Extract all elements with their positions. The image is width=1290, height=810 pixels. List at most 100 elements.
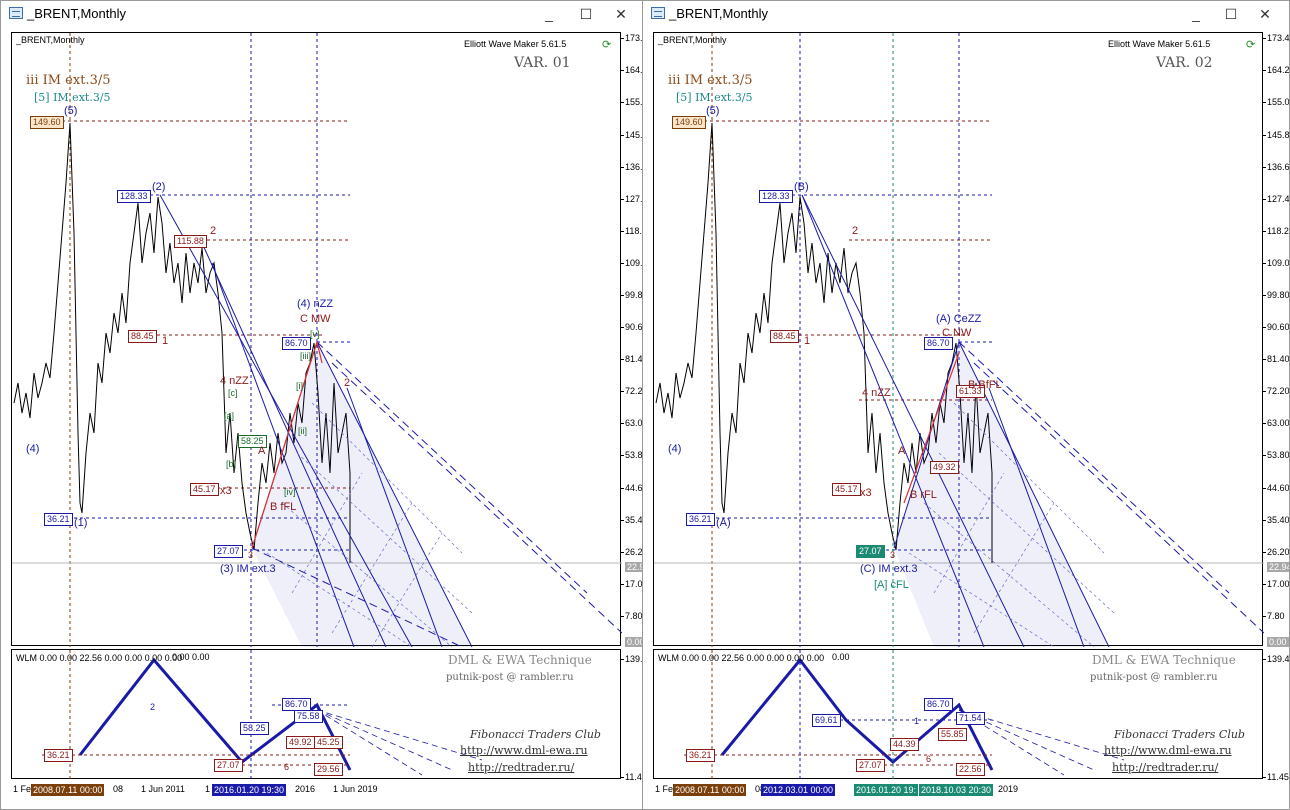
price-axis[interactable]: 173.40 164.20 155.00 145.80 136.60 127.4… bbox=[1263, 32, 1290, 782]
credit-url-1[interactable]: http://www.dml-ewa.ru bbox=[460, 744, 588, 757]
time-axis[interactable]: 1 Fe 2008.07.11 00:00 08 1 Jun 2011 1 20… bbox=[1, 781, 621, 801]
price-tag: 115.88 bbox=[174, 235, 207, 248]
credit-technique: DML & EWA Technique bbox=[448, 653, 592, 667]
fan-line bbox=[908, 552, 1055, 647]
price-chart[interactable]: _BRENT,Monthly Elliott Wave Maker 5.61.5… bbox=[653, 32, 1264, 647]
price-tag: 86.70 bbox=[924, 337, 953, 350]
refresh-icon[interactable]: ⟳ bbox=[1246, 39, 1256, 51]
wave-label: (4) bbox=[26, 443, 40, 455]
trend-line bbox=[316, 341, 473, 647]
wave-label: (B) bbox=[794, 181, 809, 193]
price-tick: 17.00 bbox=[1263, 579, 1290, 589]
credit-email: putnik-post @ rambler.ru bbox=[1090, 672, 1218, 683]
price-tick: 44.60 bbox=[1263, 483, 1290, 493]
price-tick: 7.80 bbox=[621, 611, 643, 621]
chart-area[interactable]: _BRENT,Monthly Elliott Wave Maker 5.61.5… bbox=[1, 27, 642, 809]
wave-label: (A) bbox=[716, 517, 731, 529]
chart-window-var01[interactable]: _BRENT,Monthly _ ☐ ✕ bbox=[0, 0, 643, 810]
minimize-button[interactable]: _ bbox=[1192, 6, 1200, 22]
price-series bbox=[13, 122, 351, 563]
price-tick: 7.80 bbox=[1263, 611, 1285, 621]
wave-label: C MW bbox=[300, 313, 331, 325]
price-tick: 145.80 bbox=[1263, 130, 1289, 140]
red-wave-line bbox=[903, 352, 960, 504]
trend-line bbox=[211, 262, 355, 647]
time-tag: 2018.10.03 20:30 bbox=[919, 784, 994, 796]
price-tick: 127.40 bbox=[1263, 194, 1289, 204]
time-tick: 1 Fe bbox=[13, 784, 32, 794]
chart-window-var02[interactable]: _BRENT,Monthly _ ☐ ✕ bbox=[642, 0, 1290, 810]
fan-line bbox=[923, 502, 1095, 647]
variant-label: VAR. 01 bbox=[514, 55, 571, 71]
price-tag: 36.21 bbox=[686, 513, 715, 526]
credit-url-1[interactable]: http://www.dml-ewa.ru bbox=[1104, 744, 1232, 757]
price-tag: 45.17 bbox=[190, 483, 219, 496]
maximize-button[interactable]: ☐ bbox=[1224, 6, 1238, 22]
price-tick: 35.40 bbox=[1263, 515, 1290, 525]
variant-label: VAR. 02 bbox=[1156, 55, 1213, 71]
wave-label: 4 nZZ bbox=[862, 387, 891, 399]
fan-line bbox=[281, 502, 453, 647]
wave-label: C NW bbox=[942, 327, 972, 339]
wave-label: [a] bbox=[224, 411, 235, 421]
wave-label: (5) bbox=[706, 105, 720, 117]
wlm-wave-label: 1 bbox=[914, 716, 920, 726]
wave-label: (1) bbox=[74, 517, 88, 529]
wlm-wave-label: 2 bbox=[150, 702, 156, 712]
price-tick: 155.00 bbox=[1263, 97, 1289, 107]
current-price-tag: 22.94 bbox=[1267, 562, 1289, 572]
price-tick: 53.80 bbox=[1263, 450, 1290, 460]
projection-line bbox=[973, 362, 1264, 634]
wave-label: [c] bbox=[228, 388, 238, 398]
credit-url-2[interactable]: http://redtrader.ru/ bbox=[1112, 761, 1219, 774]
time-tag: 2016.01.20 19: bbox=[854, 784, 919, 796]
degree-header-brown: iii IM ext.3/5 bbox=[668, 73, 753, 88]
price-tick: 99.80 bbox=[621, 290, 642, 300]
price-tick-zero: 0.00 bbox=[625, 637, 642, 647]
refresh-icon[interactable]: ⟳ bbox=[602, 39, 612, 51]
wave-label: 2 bbox=[210, 225, 217, 237]
wave-label: 2 bbox=[344, 377, 351, 389]
wlm-price-tag: 86.70 bbox=[924, 698, 953, 711]
wlm-price-tag: 55.85 bbox=[938, 728, 967, 741]
chart-window-icon bbox=[9, 7, 23, 19]
price-tick: 17.00 bbox=[621, 579, 642, 589]
time-tick: 08 bbox=[113, 784, 124, 794]
wlm-price-tag: 44.39 bbox=[890, 738, 919, 751]
wlm-wave-label: 6 bbox=[284, 762, 290, 772]
wave-label: (2) bbox=[152, 181, 166, 193]
price-tick: 145.80 bbox=[621, 130, 642, 140]
window-title: _BRENT,Monthly bbox=[27, 6, 126, 21]
window-titlebar[interactable]: _BRENT,Monthly _ ☐ ✕ bbox=[643, 1, 1289, 27]
time-tag: 2012.03.01 00:00 bbox=[761, 784, 836, 796]
price-tag: 149.60 bbox=[672, 116, 706, 129]
wlm-indicator-panel[interactable]: WLM 0.00 0.00 22.56 0.00 0.00 0.00 0.00 … bbox=[11, 649, 621, 780]
window-titlebar[interactable]: _BRENT,Monthly _ ☐ ✕ bbox=[1, 1, 642, 27]
price-chart[interactable]: _BRENT,Monthly Elliott Wave Maker 5.61.5… bbox=[11, 32, 622, 647]
close-button[interactable]: ✕ bbox=[615, 6, 627, 22]
price-chart-svg bbox=[12, 33, 622, 647]
price-tag: 149.60 bbox=[30, 116, 64, 129]
chart-area[interactable]: _BRENT,Monthly Elliott Wave Maker 5.61.5… bbox=[643, 27, 1289, 809]
time-tick: 1 Fe bbox=[655, 784, 674, 794]
wave-label: [i] bbox=[296, 381, 304, 391]
projection-line bbox=[958, 341, 1230, 594]
wlm-axis-top: 139.44 bbox=[621, 654, 642, 664]
software-label: Elliott Wave Maker 5.61.5 bbox=[1108, 39, 1211, 49]
close-button[interactable]: ✕ bbox=[1259, 6, 1271, 22]
maximize-button[interactable]: ☐ bbox=[579, 6, 593, 22]
wlm-projection bbox=[316, 709, 483, 761]
price-axis[interactable]: 173.40 164.20 155.00 145.80 136.60 127.4… bbox=[621, 32, 643, 782]
red-wave-line bbox=[316, 341, 323, 364]
price-tick: 72.20 bbox=[1263, 386, 1290, 396]
time-tick: 2016 bbox=[295, 784, 316, 794]
software-label: Elliott Wave Maker 5.61.5 bbox=[464, 39, 567, 49]
minimize-button[interactable]: _ bbox=[545, 6, 553, 22]
price-tag: 88.45 bbox=[128, 330, 157, 343]
wlm-indicator-panel[interactable]: WLM 0.00 0.00 22.56 0.00 0.00 0.00 0.00 … bbox=[653, 649, 1263, 780]
trend-line bbox=[893, 341, 960, 549]
wave-label: 1 bbox=[162, 335, 169, 347]
credit-url-2[interactable]: http://redtrader.ru/ bbox=[468, 761, 575, 774]
wlm-price-tag: 27.07 bbox=[856, 759, 885, 772]
time-axis[interactable]: 1 Fe 2008.07.11 00:00 08 2012.03.01 00:0… bbox=[643, 781, 1263, 801]
